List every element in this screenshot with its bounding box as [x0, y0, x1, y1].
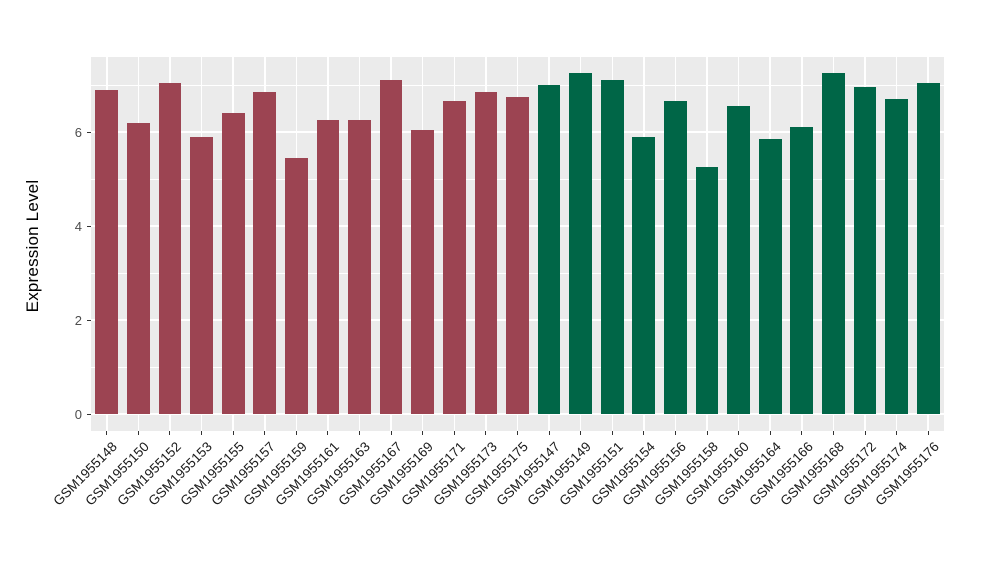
- x-tick-mark: [422, 431, 424, 435]
- x-tick-mark: [359, 431, 361, 435]
- x-tick-mark: [232, 431, 234, 435]
- bar: [506, 96, 529, 414]
- x-tick-mark: [169, 431, 171, 435]
- x-tick-mark: [137, 431, 139, 435]
- y-axis-title: Expression Level: [23, 179, 42, 313]
- plot-panel: [91, 57, 944, 431]
- bar: [853, 87, 877, 414]
- x-tick-mark: [453, 431, 455, 435]
- bar: [442, 101, 466, 414]
- x-tick-mark: [769, 431, 771, 435]
- bar: [284, 157, 308, 414]
- y-tick-label: 0: [74, 406, 82, 422]
- x-tick-mark: [264, 431, 266, 435]
- x-tick-mark: [896, 431, 898, 435]
- bar: [727, 106, 750, 414]
- bar: [127, 122, 150, 414]
- y-tick-label: 2: [74, 312, 82, 328]
- bar: [695, 167, 719, 414]
- x-tick-mark: [517, 431, 518, 435]
- bar: [316, 120, 340, 414]
- bar: [664, 101, 687, 414]
- x-tick-mark: [390, 431, 392, 435]
- bar: [379, 80, 403, 414]
- bar: [158, 82, 182, 414]
- bar: [474, 92, 498, 414]
- bar: [885, 99, 908, 414]
- x-tick-mark: [327, 431, 329, 435]
- bar: [758, 139, 782, 414]
- x-tick-mark: [738, 431, 740, 435]
- x-tick-mark: [485, 431, 487, 435]
- x-tick-mark: [548, 431, 550, 435]
- x-tick-mark: [295, 431, 297, 435]
- bar: [822, 73, 845, 414]
- bar: [95, 89, 119, 414]
- y-tick-label: 6: [74, 124, 82, 140]
- y-tick-mark: [87, 319, 91, 321]
- x-tick-mark: [643, 431, 645, 435]
- x-tick-mark: [864, 431, 866, 435]
- bar: [632, 136, 656, 414]
- bar: [569, 73, 593, 414]
- x-tick-mark: [201, 431, 203, 435]
- x-tick-mark: [832, 431, 834, 435]
- x-tick-mark: [706, 431, 708, 435]
- y-tick-label: 4: [74, 218, 82, 234]
- x-tick-mark: [674, 431, 676, 435]
- y-tick-mark: [87, 225, 91, 227]
- bar: [600, 80, 624, 414]
- bar: [221, 113, 245, 414]
- bar: [790, 127, 814, 414]
- y-tick-mark: [87, 131, 91, 133]
- x-tick-mark: [106, 431, 108, 435]
- bar: [190, 136, 213, 414]
- y-tick-mark: [87, 413, 91, 415]
- bar: [916, 82, 940, 414]
- x-tick-mark: [927, 431, 929, 435]
- x-tick-mark: [611, 431, 613, 435]
- x-tick-mark: [580, 431, 582, 435]
- bar: [348, 120, 371, 414]
- bar: [411, 129, 435, 414]
- x-tick-mark: [801, 431, 803, 435]
- bar: [253, 92, 277, 414]
- bar: [537, 85, 561, 414]
